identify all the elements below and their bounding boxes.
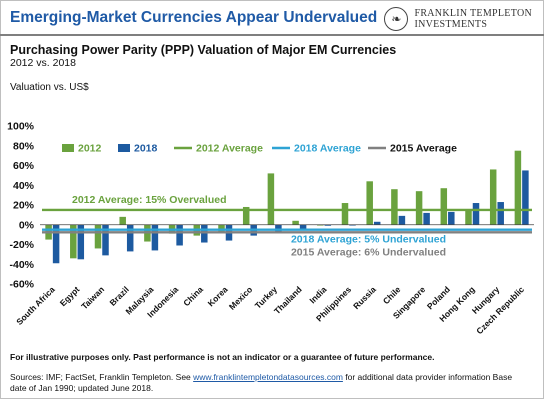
x-tick-label: Egypt — [58, 284, 82, 308]
bar-2018-hungary — [497, 202, 504, 225]
legend-label: 2018 Average — [294, 143, 361, 155]
bar-2018-thailand — [299, 224, 307, 230]
bar-2012-czech-republic — [514, 150, 522, 225]
y-axis-caption: Valuation vs. US$ — [10, 82, 89, 93]
bar-2012-poland — [440, 188, 448, 225]
x-tick-label: India — [307, 284, 328, 305]
x-tick-label: Taiwan — [79, 284, 106, 311]
bar-2018-czech-republic — [522, 170, 529, 225]
logo-text: FRANKLIN TEMPLETON INVESTMENTS — [414, 8, 532, 30]
bar-2018-hong-kong — [472, 203, 480, 225]
legend-swatch-2018 — [118, 144, 130, 152]
chart-subtitle: Purchasing Power Parity (PPP) Valuation … — [10, 43, 397, 57]
sources-link[interactable]: www.franklintempletondatasources.com — [193, 372, 343, 382]
y-tick-label: 60% — [13, 160, 35, 172]
bar-2018-chile — [398, 215, 406, 225]
page-title: Emerging-Market Currencies Appear Underv… — [10, 9, 378, 26]
y-tick-label: -20% — [9, 239, 34, 251]
y-tick-label: -40% — [9, 259, 34, 271]
bar-2012-taiwan — [94, 224, 102, 249]
legend-label: 2012 Average — [196, 143, 263, 155]
x-tick-label: China — [181, 284, 205, 308]
y-tick-label: 20% — [13, 200, 35, 212]
reference-line-label: 2015 Average: 6% Undervalued — [291, 247, 446, 259]
bar-2018-russia — [373, 221, 381, 225]
y-tick-label: 40% — [13, 180, 35, 192]
bar-2018-turkey — [275, 224, 282, 232]
title-divider — [0, 34, 544, 36]
bar-2012-singapore — [415, 191, 423, 225]
sources-text: Sources: IMF; FactSet, Franklin Templeto… — [10, 372, 530, 394]
bar-2018-egypt — [77, 224, 85, 260]
disclaimer-note: For illustrative purposes only. Past per… — [10, 352, 435, 362]
y-tick-label: 0% — [19, 219, 35, 231]
chart-period: 2012 vs. 2018 — [10, 57, 76, 69]
bar-2018-south-africa — [52, 224, 60, 264]
bar-2012-turkey — [267, 173, 275, 225]
x-tick-label: Chile — [381, 284, 403, 306]
x-tick-label: Mexico — [227, 284, 254, 311]
reference-line-label: 2018 Average: 5% Undervalued — [291, 234, 446, 246]
legend-label: 2018 — [134, 143, 158, 155]
bar-2012-russia — [366, 181, 373, 225]
bar-2018-indonesia — [176, 224, 183, 246]
bar-2012-philippines — [341, 203, 349, 225]
legend-label: 2015 Average — [390, 143, 457, 155]
y-tick-label: 100% — [7, 121, 35, 133]
y-tick-label: 80% — [13, 140, 35, 152]
company-logo: ❧ FRANKLIN TEMPLETON INVESTMENTS — [384, 7, 532, 31]
reference-line-label: 2012 Average: 15% Overvalued — [72, 194, 226, 206]
bar-2012-hungary — [489, 169, 497, 225]
bar-2018-poland — [448, 211, 455, 225]
bar-2018-taiwan — [102, 224, 109, 256]
x-tick-label: Russia — [351, 284, 378, 311]
bar-2012-brazil — [119, 216, 126, 225]
bar-2012-mexico — [242, 206, 250, 225]
bar-2018-singapore — [423, 212, 430, 225]
bar-2012-egypt — [70, 224, 77, 259]
ppp-bar-chart: -60% -40% -20% 0% 20% 40% 60% 80% 100% South Afri… — [7, 121, 534, 336]
bar-2018-brazil — [126, 224, 134, 252]
sources-suffix: for additional data provider information… — [10, 372, 513, 393]
sources-prefix: Sources: IMF; FactSet, Franklin Templeto… — [10, 372, 194, 382]
bar-2012-chile — [391, 189, 398, 225]
bar-2018-india — [324, 224, 332, 226]
bar-2012-hong-kong — [465, 209, 472, 225]
legend-label: 2012 — [78, 143, 102, 155]
bar-2012-thailand — [292, 220, 299, 225]
y-tick-label: -60% — [9, 279, 34, 291]
x-tick-label: South Africa — [14, 284, 57, 327]
logo-emblem-icon: ❧ — [384, 7, 409, 31]
bar-2018-malaysia — [151, 224, 159, 251]
logo-line-1: FRANKLIN TEMPLETON — [414, 8, 532, 19]
logo-line-2: INVESTMENTS — [414, 19, 488, 30]
legend-swatch-2012 — [62, 144, 74, 152]
bar-2018-china — [201, 224, 208, 243]
